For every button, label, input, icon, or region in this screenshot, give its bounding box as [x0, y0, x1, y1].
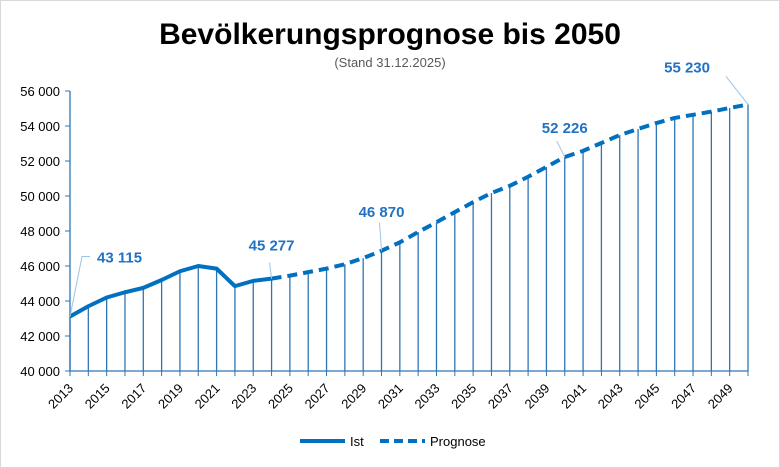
- x-tick-label: 2047: [668, 381, 699, 412]
- data-label: 46 870: [359, 204, 405, 221]
- x-tick-label: 2015: [82, 381, 113, 412]
- x-tick-label: 2049: [705, 381, 736, 412]
- y-tick-label: 52 000: [20, 154, 60, 169]
- data-label: 52 226: [542, 120, 588, 137]
- x-tick-label: 2033: [412, 381, 443, 412]
- data-label-leader: [379, 222, 383, 251]
- y-tick-label: 56 000: [20, 84, 60, 99]
- x-tick-label: 2035: [448, 381, 479, 412]
- series-line-prognose: [271, 102, 749, 281]
- y-tick-label: 40 000: [20, 364, 60, 379]
- series-line-ist: [69, 264, 272, 319]
- x-tick-label: 2017: [118, 381, 149, 412]
- data-label-leader: [269, 262, 273, 279]
- y-tick-label: 50 000: [20, 189, 60, 204]
- x-tick-label: 2025: [265, 381, 296, 412]
- x-tick-label: 2045: [631, 381, 662, 412]
- y-tick-label: 46 000: [20, 259, 60, 274]
- data-label: 55 230: [664, 59, 710, 76]
- x-tick-label: 2023: [228, 381, 259, 412]
- y-tick-label: 44 000: [20, 294, 60, 309]
- x-tick-label: 2041: [558, 381, 589, 412]
- x-tick-label: 2029: [338, 381, 369, 412]
- data-label-leader: [725, 76, 749, 105]
- y-tick-label: 54 000: [20, 119, 60, 134]
- y-tick-label: 48 000: [20, 224, 60, 239]
- x-tick-label: 2043: [595, 381, 626, 412]
- data-label-leader: [556, 140, 566, 158]
- x-tick-label: 2027: [302, 381, 333, 412]
- data-label: 43 115: [97, 249, 142, 266]
- chart-title: Bevölkerungsprognose bis 2050: [159, 18, 621, 51]
- x-tick-label: 2037: [485, 381, 516, 412]
- x-tick-label: 2013: [45, 381, 76, 412]
- legend-prognose-label: Prognose: [430, 434, 486, 449]
- y-tick-label: 42 000: [20, 329, 60, 344]
- legend-ist-label: Ist: [350, 434, 364, 449]
- x-tick-label: 2031: [375, 381, 406, 412]
- legend: Ist Prognose: [300, 434, 486, 449]
- data-label-leader: [69, 255, 90, 317]
- chart-subtitle: (Stand 31.12.2025): [334, 55, 445, 70]
- x-tick-label: 2039: [521, 381, 552, 412]
- x-tick-label: 2019: [155, 381, 186, 412]
- x-tick-label: 2021: [192, 381, 223, 412]
- data-label: 45 277: [249, 238, 295, 255]
